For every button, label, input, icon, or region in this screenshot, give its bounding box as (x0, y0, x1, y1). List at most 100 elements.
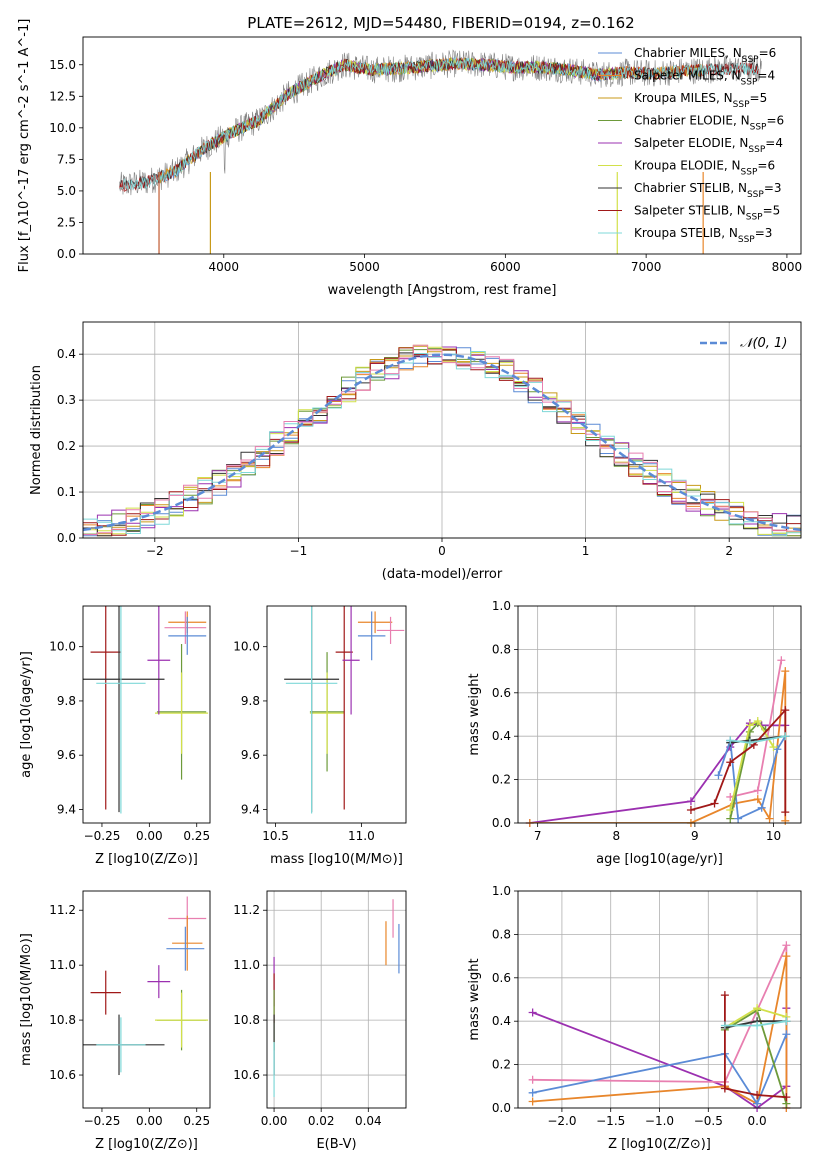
y-axis-label: Flux [f_λ10^-17 erg cm^-2 s^-1 A^-1] (17, 19, 32, 273)
axes-spectrum: 4000 5000 6000 7000 8000 0.0 2.5 5.0 7.5 10.0 12.5… (17, 19, 802, 298)
x-axis-label: E(B-V) (316, 1137, 356, 1152)
x-axis-label: wavelength [Angstrom, rest frame] (328, 283, 557, 298)
mass-weight-marker (720, 991, 729, 1000)
errorbar-point-6 (342, 606, 360, 715)
mass-weight-marker (528, 1088, 537, 1097)
x-tick-label: 0.00 (136, 829, 163, 843)
x-tick-label: −1.0 (645, 1114, 674, 1128)
x-tick-label: 10 (766, 829, 781, 843)
errorbar-point-2 (357, 611, 386, 661)
x-tick-label: 0.0 (748, 1114, 767, 1128)
mass-weight-marker (745, 721, 754, 730)
y-tick-label: 10.8 (233, 1013, 260, 1027)
errorbar-point-8 (96, 606, 146, 814)
mass-weight-marker (753, 717, 762, 726)
y-tick-label: 0.0 (57, 247, 76, 261)
legend-label-3: Chabrier ELODIE, NSSP=6 (634, 114, 784, 133)
axes-age-vs-mass: 10.5 11.0 9.4 9.6 9.8 10.0 mass [log10(M/M⊙)] (233, 605, 407, 867)
errorbar-point-1 (164, 611, 207, 644)
y-tick-label: 0.0 (57, 531, 76, 545)
axes-frame (82, 321, 802, 539)
errorbar-point-4 (90, 970, 121, 1015)
mass-weight-line-3 (532, 1033, 788, 1106)
y-tick-label: 10.6 (233, 1068, 260, 1082)
errorbar-point-5 (90, 606, 121, 810)
errorbar-point-5 (335, 606, 353, 810)
y-axis-label: age [log10(age/yr)] (19, 651, 34, 778)
x-axis-label: Z [log10(Z/Z⊙)] (95, 1137, 198, 1152)
chart-layer: 4000 5000 6000 7000 80000.02.55.07.510.012.5… (17, 19, 802, 1152)
y-tick-label: 9.8 (241, 694, 260, 708)
legend-label-7: Salpeter STELIB, NSSP=5 (634, 204, 780, 223)
x-tick-label: 0 (438, 544, 446, 558)
y-tick-label: 15.0 (49, 58, 76, 72)
y-tick-label: 9.4 (241, 802, 260, 816)
mass-weight-marker (753, 1004, 762, 1013)
x-tick-label: 6000 (490, 260, 521, 274)
y-tick-label: 0.4 (492, 729, 511, 743)
mass-weight-marker (528, 1075, 537, 1084)
y-tick-label: 1.0 (492, 884, 511, 898)
x-tick-label: −1.5 (596, 1114, 625, 1128)
mass-weight-marker (720, 1021, 729, 1030)
legend-label-8: Kroupa STELIB, NSSP=3 (634, 226, 772, 245)
y-tick-label: 10.0 (49, 121, 76, 135)
x-tick-label: −0.5 (694, 1114, 723, 1128)
mass-weight-marker (734, 814, 743, 823)
y-tick-label: 10.6 (49, 1068, 76, 1082)
y-tick-label: 0.2 (492, 1058, 511, 1072)
axes-mass-vs-EBV: 0.00 0.02 0.04 10.6 10.8 11.0 11.2 E(B-V) (233, 890, 407, 1152)
axes-mass-vs-Z: −0.25 0.00 0.25 10.6 10.8 11.0 11.2 Z [log10(Z/… (19, 890, 211, 1152)
residual-histogram-9 (83, 344, 801, 536)
axes-frame (266, 605, 407, 824)
mass-weight-line-7 (724, 995, 787, 1099)
y-tick-label: 0.8 (492, 642, 511, 656)
mass-weight-line-3 (717, 735, 787, 821)
y-tick-label: 9.4 (57, 802, 76, 816)
errorbar-point-2 (168, 616, 207, 655)
mass-weight-marker (726, 805, 735, 814)
errorbar-point-1 (376, 616, 405, 644)
y-axis-label: mass weight (467, 673, 482, 755)
x-axis-label: Z [log10(Z/Z⊙)] (95, 852, 198, 867)
legend-label-gaussian: 𝒩(0, 1) (740, 336, 787, 351)
x-tick-label: 7000 (631, 260, 662, 274)
mass-weight-marker (726, 758, 735, 767)
figure-title: PLATE=2612, MJD=54480, FIBERID=0194, z=0… (247, 14, 634, 32)
mass-weight-marker (528, 1097, 537, 1106)
legend-label-4: Salpeter ELODIE, NSSP=4 (634, 136, 783, 155)
mass-weight-marker (753, 1090, 762, 1099)
mass-weight-marker (782, 1030, 791, 1039)
mass-weight-marker (753, 786, 762, 795)
mass-weight-marker (782, 1093, 791, 1102)
y-tick-label: 0.6 (492, 686, 511, 700)
y-tick-label: 0.2 (57, 439, 76, 453)
x-axis-label: mass [log10(M/M⊙)] (270, 852, 403, 867)
mass-weight-marker (781, 816, 790, 825)
x-tick-label: 4000 (209, 260, 240, 274)
spectrum-legend: Chabrier MILES, NSSP=6 Salpeter MILES, NS… (598, 46, 784, 245)
errorbar-point-6 (147, 606, 171, 715)
y-tick-label: 11.0 (49, 958, 76, 972)
mass-weight-marker (528, 1008, 537, 1017)
errorbar-point-3 (147, 965, 171, 999)
mass-weight-marker (782, 941, 791, 950)
errorbar-point-0 (357, 611, 393, 634)
x-tick-label: 8000 (772, 260, 803, 274)
mass-weight-line-7 (690, 707, 787, 813)
mass-weight-marker (714, 771, 723, 780)
errorbar-point-7 (83, 606, 165, 813)
mass-weight-marker (769, 743, 778, 752)
legend-label-1: Salpeter MILES, NSSP=4 (634, 69, 775, 88)
mass-weight-marker (753, 1099, 762, 1108)
x-tick-label: −0.25 (84, 1114, 121, 1128)
y-tick-label: 0.1 (57, 485, 76, 499)
y-tick-label: 9.6 (57, 748, 76, 762)
mass-weight-marker (753, 795, 762, 804)
y-tick-label: 9.8 (57, 694, 76, 708)
mass-weight-marker (686, 805, 695, 814)
y-axis-label: mass [log10(M/M⊙)] (19, 933, 34, 1066)
mass-weight-marker (765, 814, 774, 823)
legend-label-6: Chabrier STELIB, NSSP=3 (634, 181, 782, 200)
